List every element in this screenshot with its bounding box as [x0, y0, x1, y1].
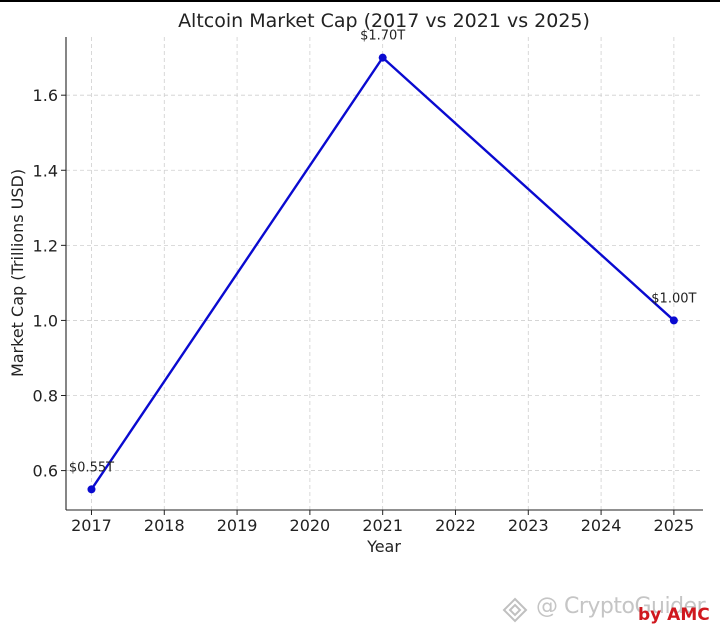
x-tick-label: 2023 — [508, 516, 549, 535]
watermark: @ CryptoGuider by AMC — [500, 594, 715, 630]
x-tick-label: 2021 — [362, 516, 403, 535]
y-tick-label: 0.8 — [33, 387, 58, 406]
watermark-byline: by AMC — [638, 605, 710, 625]
chart-title: Altcoin Market Cap (2017 vs 2021 vs 2025… — [178, 10, 590, 32]
grid-lines — [66, 37, 703, 510]
x-axis-label: Year — [366, 537, 401, 556]
x-tick-label: 2018 — [144, 516, 185, 535]
data-point — [669, 316, 678, 325]
data-point — [378, 53, 387, 62]
y-tick-label: 1.6 — [33, 86, 58, 105]
x-tick-label: 2024 — [581, 516, 622, 535]
top-border-rule — [0, 0, 720, 2]
binance-diamond-icon — [502, 597, 528, 623]
data-labels: $0.55T $1.70T $1.00T — [69, 29, 697, 476]
data-point — [87, 485, 96, 494]
x-axis-ticks: 2017 2018 2019 2020 2021 2022 2023 2024 2025 — [71, 510, 694, 535]
data-label: $1.70T — [360, 29, 405, 44]
watermark-text: @ CryptoGuider — [536, 594, 706, 619]
y-axis-label: Market Cap (Trillions USD) — [8, 169, 27, 377]
axes — [65, 37, 703, 511]
x-tick-label: 2025 — [654, 516, 695, 535]
y-tick-label: 0.6 — [33, 462, 58, 481]
data-label: $1.00T — [651, 291, 696, 306]
x-tick-label: 2017 — [71, 516, 112, 535]
y-tick-label: 1.2 — [33, 236, 58, 255]
x-tick-label: 2019 — [217, 516, 258, 535]
data-series — [87, 53, 678, 494]
data-label: $0.55T — [69, 460, 114, 475]
y-axis-ticks: 0.6 0.8 1.0 1.2 1.4 1.6 — [33, 86, 66, 481]
x-tick-label: 2020 — [290, 516, 331, 535]
y-tick-label: 1.4 — [33, 161, 58, 180]
y-tick-label: 1.0 — [33, 311, 58, 330]
x-tick-label: 2022 — [435, 516, 476, 535]
